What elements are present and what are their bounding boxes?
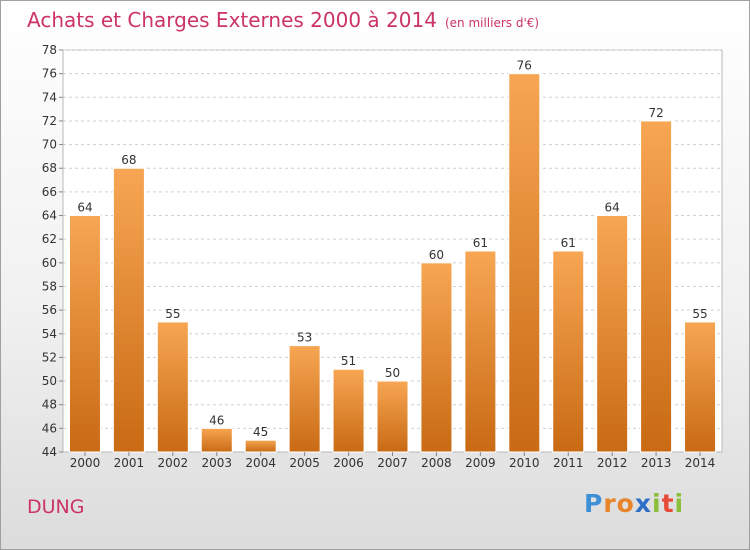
bar [464,250,497,453]
bar-value-label: 61 [561,236,576,250]
bar-value-label: 64 [605,201,620,215]
y-tick-label: 70 [42,138,57,152]
x-tick-label: 2012 [597,456,628,470]
y-tick-label: 54 [42,327,57,341]
x-tick-label: 2003 [201,456,232,470]
x-tick-label: 2009 [465,456,496,470]
y-tick-label: 74 [42,90,57,104]
y-tick-label: 62 [42,232,57,246]
x-tick-label: 2010 [509,456,540,470]
x-tick-label: 2000 [70,456,101,470]
bar-value-label: 61 [473,236,488,250]
logo-letter: o [616,489,635,518]
bar [288,345,321,453]
x-axis: 2000 2001 2002 2003 2004 2005 2006 2007 2008 2009… [70,452,716,470]
chart-title-unit: (en milliers d'€) [444,16,540,30]
proxiti-logo: Proxiti [584,489,684,518]
x-tick-label: 2006 [333,456,364,470]
y-tick-label: 78 [42,43,57,57]
x-tick-label: 2007 [377,456,408,470]
commune-name: DUNG [27,496,85,518]
y-tick-label: 44 [42,445,57,459]
y-tick-label: 46 [42,421,57,435]
logo-letter: i [652,489,662,518]
x-tick-label: 2008 [421,456,452,470]
x-tick-label: 2013 [641,456,672,470]
bar-value-label: 72 [648,106,663,120]
bar [156,321,189,453]
bar [596,215,629,453]
x-tick-label: 2011 [553,456,584,470]
bar [332,368,365,453]
x-tick-label: 2005 [289,456,320,470]
y-tick-label: 48 [42,398,57,412]
x-tick-label: 2002 [158,456,189,470]
x-tick-label: 2001 [114,456,145,470]
bar [376,380,409,453]
x-tick-label: 2014 [685,456,716,470]
x-tick-label: 2004 [245,456,276,470]
bar [420,262,453,453]
y-tick-label: 52 [42,350,57,364]
logo-letter: r [603,489,617,518]
bar [244,439,277,453]
bar [684,321,717,453]
y-axis: 44 46 48 50 52 54 56 58 60 62 64 66 68 70 72 74 76 78 [42,43,63,459]
bar [112,167,145,453]
bar [552,250,585,453]
bar-value-label: 64 [77,201,92,215]
bar [68,215,101,453]
bar-value-label: 53 [297,331,312,345]
logo-letter: t [661,489,675,518]
chart-title-main: Achats et Charges Externes 2000 à 2014 [27,8,437,32]
bar-value-label: 55 [692,307,707,321]
bar-value-label: 60 [429,248,444,262]
y-tick-label: 76 [42,67,57,81]
bar-value-label: 51 [341,354,356,368]
bar-value-label: 46 [209,413,224,427]
bar [508,73,541,453]
y-tick-label: 72 [42,114,57,128]
y-tick-label: 66 [42,185,57,199]
y-tick-label: 68 [42,161,57,175]
y-tick-label: 58 [42,279,57,293]
bar-value-label: 45 [253,425,268,439]
logo-letter: i [674,489,685,518]
bar-value-label: 55 [165,307,180,321]
logo-letter: x [634,489,652,518]
y-tick-label: 60 [42,256,57,270]
logo-letter: P [584,489,604,518]
bars: 64 68 55 46 45 53 51 50 60 61 76 61 64 72 55 [68,59,717,453]
bar-value-label: 50 [385,366,400,380]
y-tick-label: 50 [42,374,57,388]
bar-value-label: 76 [517,59,532,73]
bar [200,427,233,453]
y-tick-label: 56 [42,303,57,317]
chart-title: Achats et Charges Externes 2000 à 2014 (e… [27,8,539,32]
y-tick-label: 64 [42,209,57,223]
bar [640,120,673,453]
bar-value-label: 68 [121,153,136,167]
